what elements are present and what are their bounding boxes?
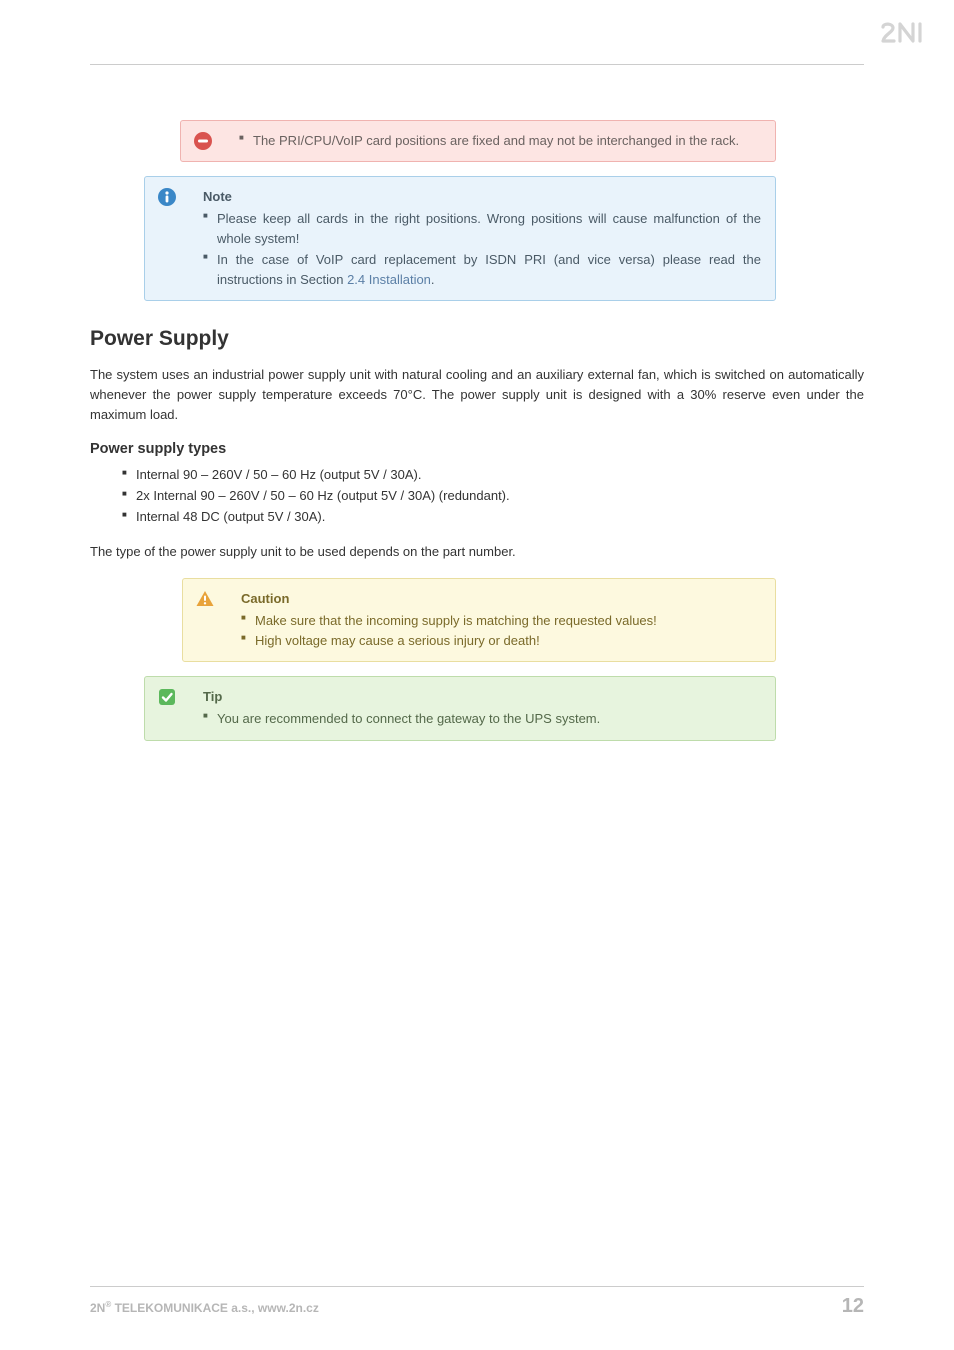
installation-link[interactable]: 2.4 Installation (347, 272, 431, 287)
brand-logo (880, 20, 924, 53)
footer-company: 2N® TELEKOMUNIKACE a.s., www.2n.cz (90, 1300, 319, 1315)
callout-note: Note Please keep all cards in the right … (144, 176, 776, 301)
section-title: Power Supply (90, 327, 864, 351)
page-footer: 2N® TELEKOMUNIKACE a.s., www.2n.cz 12 (90, 1286, 864, 1318)
page-number: 12 (842, 1295, 864, 1318)
callout-warning: The PRI/CPU/VoIP card positions are fixe… (180, 120, 776, 162)
callout-caution: Caution Make sure that the incoming supp… (182, 578, 776, 662)
list-item: Internal 48 DC (output 5V / 30A). (122, 507, 864, 528)
note-item-text: In the case of VoIP card replacement by … (217, 252, 761, 287)
section-paragraph: The system uses an industrial power supp… (90, 365, 864, 425)
callout-tip: Tip You are recommended to connect the g… (144, 676, 776, 740)
list-item: Internal 90 – 260V / 50 – 60 Hz (output … (122, 465, 864, 486)
list-item: 2x Internal 90 – 260V / 50 – 60 Hz (outp… (122, 486, 864, 507)
check-square-icon (157, 687, 177, 713)
note-item: Please keep all cards in the right posit… (203, 209, 761, 249)
caution-item: Make sure that the incoming supply is ma… (241, 611, 761, 631)
power-supply-list: Internal 90 – 260V / 50 – 60 Hz (output … (122, 465, 864, 527)
tip-title: Tip (203, 687, 761, 707)
note-title: Note (203, 187, 761, 207)
header-divider (90, 64, 864, 65)
caution-title: Caution (241, 589, 761, 609)
minus-circle-icon (193, 131, 213, 157)
subsection-title: Power supply types (90, 441, 864, 457)
warning-item: The PRI/CPU/VoIP card positions are fixe… (239, 131, 761, 151)
warning-triangle-icon (195, 589, 215, 615)
info-circle-icon (157, 187, 177, 213)
caution-item: High voltage may cause a serious injury … (241, 631, 761, 651)
note-item-suffix: . (431, 272, 435, 287)
footer-divider (90, 1286, 864, 1287)
note-item: In the case of VoIP card replacement by … (203, 250, 761, 290)
closing-paragraph: The type of the power supply unit to be … (90, 542, 864, 562)
tip-item: You are recommended to connect the gatew… (203, 709, 761, 729)
